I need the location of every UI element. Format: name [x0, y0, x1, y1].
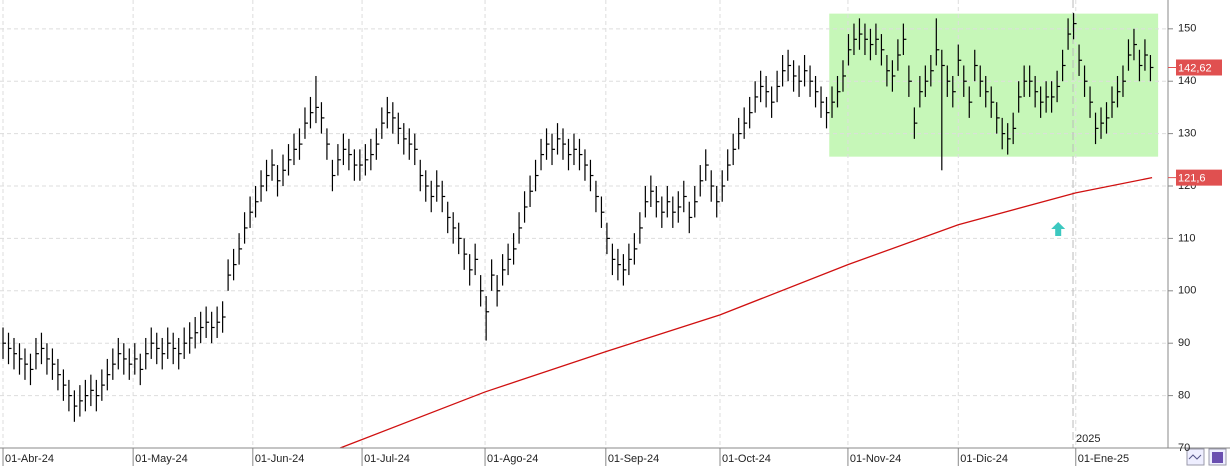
- save-icon-glyph: [1212, 452, 1223, 463]
- x-tick-label: 01-May-24: [135, 453, 188, 465]
- y-tick-label: 90: [1178, 337, 1190, 349]
- price-label-box: [1176, 59, 1222, 76]
- x-tick-label: 01-Sep-24: [608, 453, 659, 465]
- arrow: [1051, 222, 1066, 237]
- y-tick-label: 110: [1178, 232, 1196, 244]
- y-tick-label: 150: [1178, 23, 1196, 35]
- y-tick-label: 70: [1178, 442, 1190, 454]
- x-tick-label: 01-Ago-24: [487, 453, 538, 465]
- x-tick-label: 01-Abr-24: [5, 453, 54, 465]
- moving-average-line: [339, 176, 1153, 449]
- x-tick-label: 01-Ene-25: [1078, 453, 1129, 465]
- x-tick-label: 01-Oct-24: [722, 453, 771, 465]
- price-label: 142,62: [1178, 62, 1212, 74]
- y-tick-label: 130: [1178, 128, 1196, 140]
- y-tick-label: 80: [1178, 390, 1190, 402]
- price-label-box: [1176, 169, 1222, 186]
- year-label: 2025: [1076, 433, 1100, 445]
- x-tick-label: 01-Jul-24: [364, 453, 410, 465]
- x-tick-label: 01-Nov-24: [850, 453, 901, 465]
- highlight-box: [829, 13, 1159, 157]
- y-tick-label: 140: [1178, 75, 1196, 87]
- x-tick-label: 01-Jun-24: [255, 453, 305, 465]
- tool-icon-glyph: [1188, 454, 1202, 460]
- price-label: 121,6: [1178, 173, 1206, 185]
- y-tick-label: 100: [1178, 285, 1196, 297]
- x-tick-label: 01-Dic-24: [960, 453, 1008, 465]
